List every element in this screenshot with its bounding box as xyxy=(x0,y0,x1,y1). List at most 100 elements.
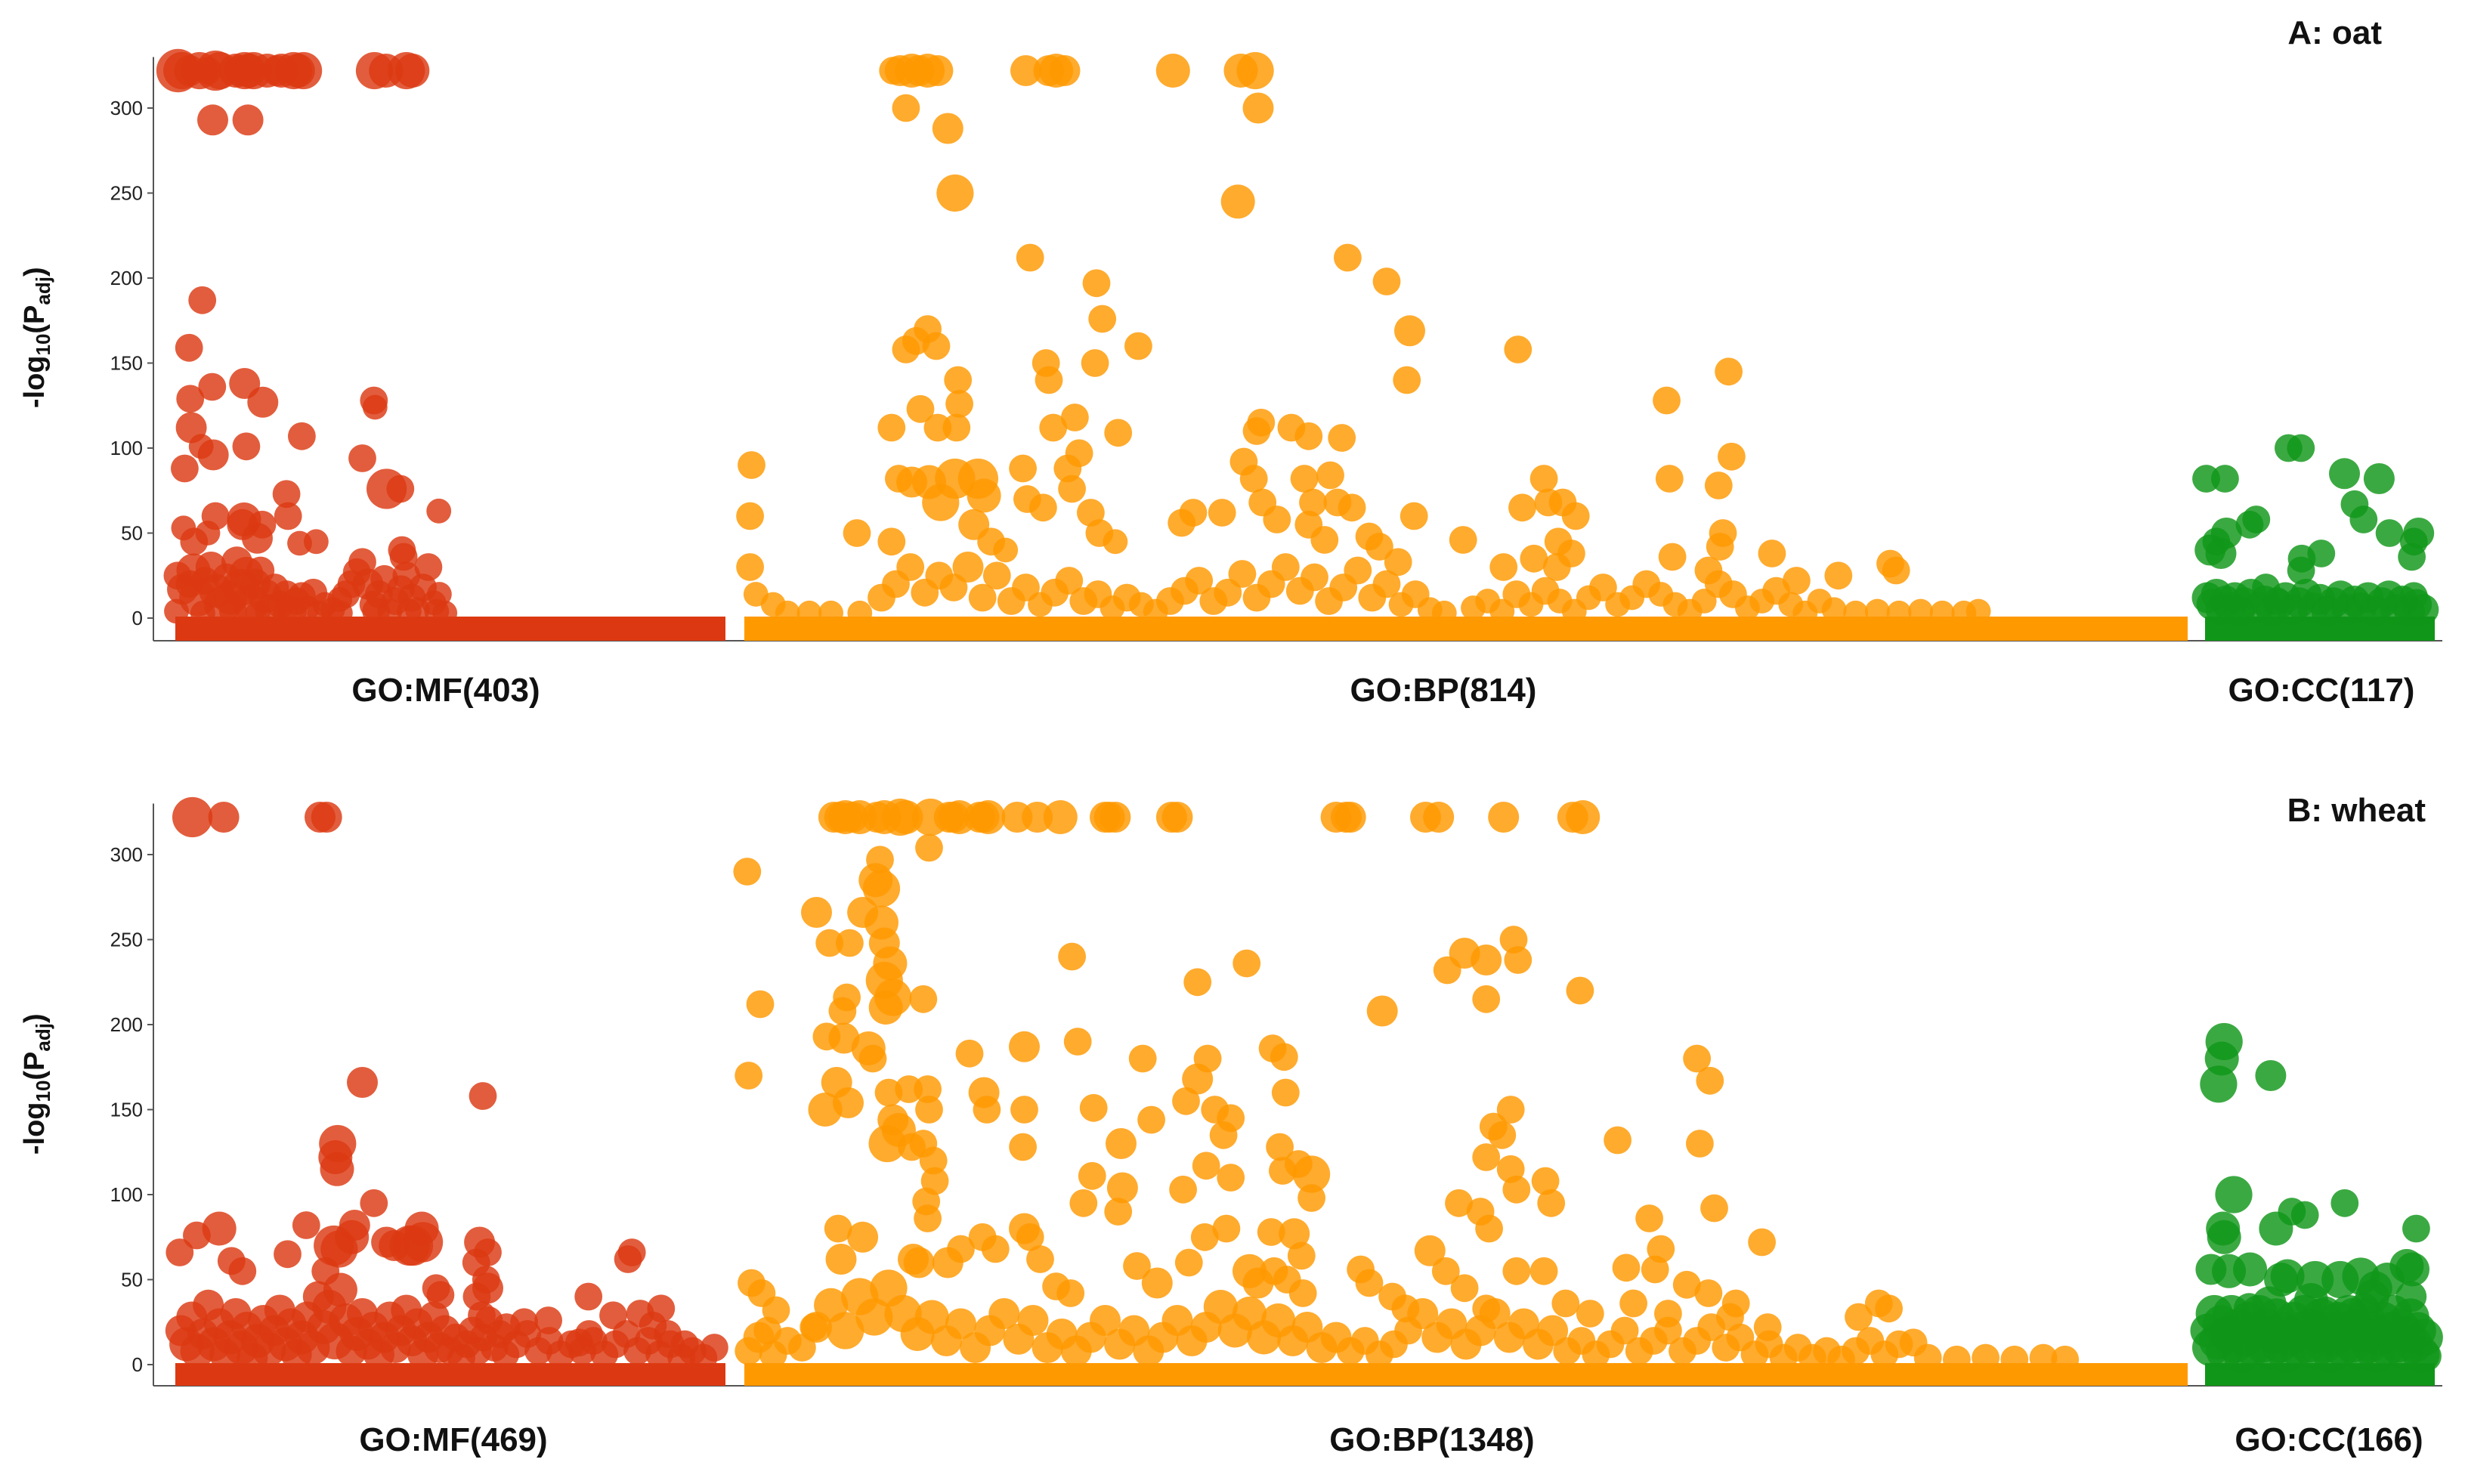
data-point xyxy=(1672,1270,1701,1299)
data-point xyxy=(274,502,302,530)
data-point xyxy=(2405,1319,2443,1356)
data-point xyxy=(2349,505,2378,533)
data-point xyxy=(1882,556,1910,585)
data-point xyxy=(304,529,329,555)
data-point xyxy=(1172,1087,1200,1115)
data-point xyxy=(1612,1254,1641,1282)
data-point xyxy=(825,1244,857,1275)
data-point xyxy=(1279,1218,1310,1250)
data-point xyxy=(190,600,215,626)
data-point xyxy=(1504,946,1533,974)
data-point xyxy=(1081,349,1109,377)
data-point xyxy=(2290,1201,2319,1229)
data-point xyxy=(915,1096,943,1124)
data-point xyxy=(847,1221,879,1253)
data-point xyxy=(1106,1128,1137,1159)
data-point xyxy=(892,94,920,122)
data-point xyxy=(1212,1214,1241,1243)
data-point xyxy=(1561,502,1590,530)
data-point xyxy=(274,1240,302,1269)
data-point xyxy=(1039,413,1068,442)
data-point xyxy=(952,552,984,583)
data-point xyxy=(1078,1161,1106,1190)
data-point xyxy=(1489,553,1518,581)
data-point xyxy=(1697,1313,1726,1341)
data-point xyxy=(877,413,906,442)
data-point xyxy=(1257,1218,1285,1246)
category-label: GO:BP(814) xyxy=(1350,672,1537,709)
data-point xyxy=(932,113,963,144)
data-point xyxy=(1384,548,1412,577)
data-point xyxy=(955,1039,984,1068)
data-point xyxy=(1654,1316,1682,1345)
data-point xyxy=(1450,1274,1479,1303)
data-point xyxy=(404,1211,439,1246)
data-point xyxy=(414,553,443,581)
data-point xyxy=(1103,529,1128,555)
data-point xyxy=(993,537,1019,563)
data-point xyxy=(824,1214,852,1243)
data-point xyxy=(914,1204,942,1232)
data-point xyxy=(1082,269,1111,298)
y-tick-label: 200 xyxy=(110,1013,143,1036)
data-point xyxy=(2307,539,2336,567)
data-point xyxy=(1929,600,1955,626)
data-point xyxy=(2403,518,2435,549)
data-point xyxy=(919,1146,948,1175)
data-point xyxy=(165,1238,194,1266)
data-point xyxy=(1124,332,1152,360)
data-point xyxy=(288,422,316,450)
data-point xyxy=(1865,598,1890,624)
data-point xyxy=(1655,465,1684,493)
data-point xyxy=(746,990,775,1019)
y-tick-label: 100 xyxy=(110,1183,143,1206)
data-point xyxy=(1055,567,1084,595)
data-point xyxy=(347,1067,378,1098)
data-point xyxy=(2398,543,2426,571)
data-point xyxy=(1026,1245,1054,1273)
y-tick-label: 0 xyxy=(132,607,143,629)
data-point xyxy=(1635,1204,1664,1232)
data-point xyxy=(847,897,879,928)
data-point xyxy=(1504,335,1533,363)
data-point xyxy=(1338,493,1366,522)
data-point xyxy=(1696,1066,1724,1095)
data-point xyxy=(1328,424,1356,452)
data-point xyxy=(469,1082,497,1110)
data-point xyxy=(858,1044,887,1073)
data-point xyxy=(1155,54,1190,88)
data-point xyxy=(1174,1248,1203,1277)
data-point xyxy=(1824,561,1853,590)
data-point xyxy=(395,54,430,88)
data-point xyxy=(1576,1300,1604,1328)
data-point xyxy=(818,600,843,626)
panel-title: B: wheat xyxy=(2287,792,2426,829)
data-point xyxy=(1088,305,1117,333)
data-point xyxy=(1128,1044,1157,1073)
data-point xyxy=(1566,800,1601,834)
data-point xyxy=(1100,802,1131,833)
data-point xyxy=(1721,1289,1750,1318)
data-point xyxy=(827,1312,864,1350)
data-point xyxy=(982,561,1011,590)
data-point xyxy=(936,174,974,212)
data-point xyxy=(1885,1330,1913,1359)
data-point xyxy=(2233,1252,2268,1287)
data-point xyxy=(1966,598,1991,624)
data-point xyxy=(1423,802,1455,833)
data-point xyxy=(285,51,323,90)
data-point xyxy=(1488,1121,1517,1149)
data-point xyxy=(1192,1152,1220,1180)
data-point xyxy=(1472,1143,1501,1171)
data-point xyxy=(736,553,764,581)
y-axis-label-part: ) xyxy=(19,267,51,277)
data-point xyxy=(1236,51,1274,90)
data-point xyxy=(1301,563,1328,592)
data-point xyxy=(945,390,973,418)
data-point xyxy=(1475,1214,1503,1243)
data-point xyxy=(1137,1105,1165,1134)
data-point xyxy=(386,475,415,503)
data-point xyxy=(1058,942,1086,971)
data-point xyxy=(896,553,925,581)
data-point xyxy=(1299,488,1327,517)
